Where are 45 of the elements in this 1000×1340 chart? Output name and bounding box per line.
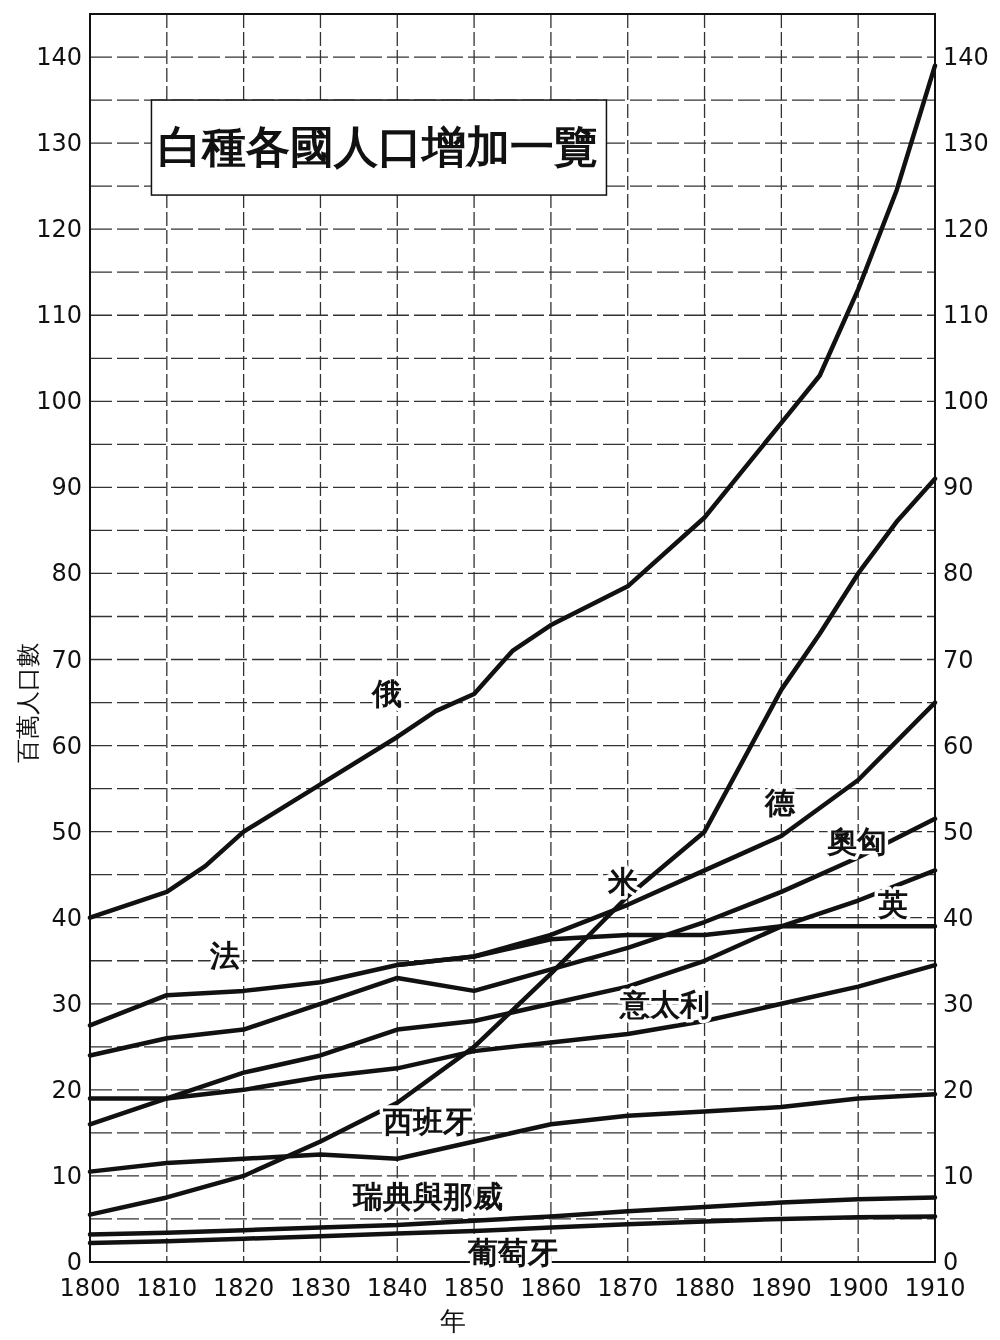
y2-tick-label: 120 bbox=[943, 215, 989, 244]
y-tick-label: 90 bbox=[51, 473, 82, 502]
y2-tick-label: 80 bbox=[943, 559, 974, 588]
y-tick-label: 0 bbox=[66, 1248, 82, 1276]
y2-tick-label: 50 bbox=[943, 817, 974, 846]
y2-tick-label: 130 bbox=[943, 129, 989, 158]
x-tick-label: 1910 bbox=[904, 1274, 966, 1302]
y-tick-label: 30 bbox=[51, 989, 82, 1018]
y-tick-label: 70 bbox=[51, 645, 82, 674]
y2-tick-label: 100 bbox=[943, 387, 989, 416]
y-tick-label: 100 bbox=[36, 387, 82, 416]
y-tick-label: 20 bbox=[51, 1075, 82, 1104]
y-tick-label: 40 bbox=[51, 903, 82, 932]
y-tick-label: 130 bbox=[36, 129, 82, 158]
y2-tick-label: 20 bbox=[943, 1075, 974, 1104]
y-tick-label: 120 bbox=[36, 215, 82, 244]
y-axis-title: 百萬人口數 bbox=[14, 642, 42, 763]
y-tick-label: 10 bbox=[51, 1161, 82, 1190]
y2-tick-label: 90 bbox=[943, 473, 974, 502]
x-tick-label: 1830 bbox=[289, 1274, 351, 1302]
y2-tick-label: 110 bbox=[943, 301, 989, 330]
y2-tick-label: 10 bbox=[943, 1161, 974, 1190]
x-tick-label: 1810 bbox=[136, 1274, 198, 1302]
y2-tick-label: 40 bbox=[943, 903, 974, 932]
x-tick-label: 1890 bbox=[750, 1274, 812, 1302]
x-tick-label: 1880 bbox=[674, 1274, 736, 1302]
y-tick-label: 110 bbox=[36, 301, 82, 330]
y2-tick-label: 140 bbox=[943, 43, 989, 72]
x-tick-label: 1840 bbox=[366, 1274, 428, 1302]
x-tick-label: 1800 bbox=[59, 1274, 121, 1302]
x-tick-label: 1900 bbox=[827, 1274, 889, 1302]
y-tick-label: 80 bbox=[51, 559, 82, 588]
y2-tick-label: 0 bbox=[943, 1248, 959, 1276]
y2-tick-label: 30 bbox=[943, 989, 974, 1018]
x-axis-title: 年 bbox=[439, 1306, 466, 1336]
title: 白種各國人口增加一覽 bbox=[150, 99, 608, 196]
x-tick-label: 1870 bbox=[597, 1274, 659, 1302]
x-tick-label: 1860 bbox=[520, 1274, 582, 1302]
y-tick-label: 50 bbox=[51, 817, 82, 846]
x-tick-label: 1820 bbox=[213, 1274, 275, 1302]
y-tick-label: 140 bbox=[36, 43, 82, 72]
y2-tick-label: 60 bbox=[943, 731, 974, 760]
y-tick-label: 60 bbox=[51, 731, 82, 760]
y2-tick-label: 70 bbox=[943, 645, 974, 674]
x-tick-label: 1850 bbox=[443, 1274, 505, 1302]
